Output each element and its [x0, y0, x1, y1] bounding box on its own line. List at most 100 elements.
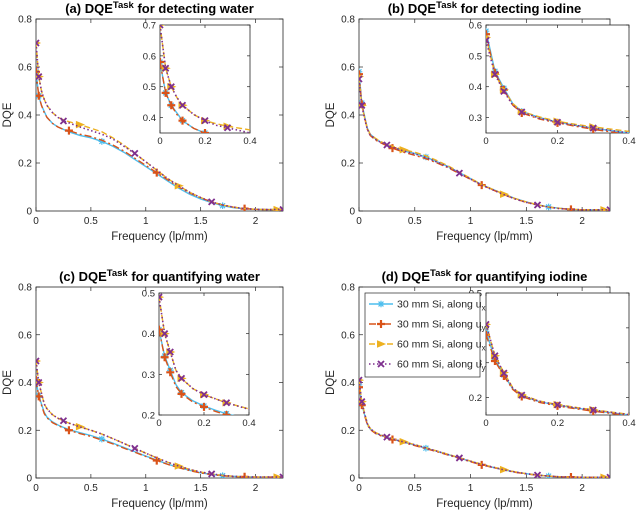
data-point [36, 378, 43, 387]
title-superscript: Task [436, 0, 458, 11]
data-point [59, 417, 68, 425]
x-tick-label: 0.2 [551, 418, 564, 429]
x-tick-label: 1 [143, 483, 149, 494]
y-tick-label: 0.8 [341, 15, 355, 26]
title-suffix: for detecting water [134, 1, 254, 16]
data-point [64, 126, 73, 135]
data-point [201, 129, 209, 133]
x-tick-label: 0.5 [408, 216, 422, 227]
legend-marker [377, 320, 385, 328]
title-superscript: Task [113, 0, 135, 11]
x-axis-label: Frequency (lp/mm) [111, 498, 208, 510]
x-tick-label: 0.4 [622, 136, 635, 147]
inset-plot: 0 0.2 0.4 0.3 0.4 0.5 0.6 [469, 21, 636, 148]
data-point [160, 330, 169, 338]
legend-marker [377, 360, 385, 368]
data-point [518, 391, 526, 399]
data-point [98, 138, 106, 145]
x-tick-label: 1 [468, 216, 474, 227]
y-tick-label: 0.4 [18, 378, 32, 389]
x-tick-label: 0 [157, 136, 162, 147]
data-point [36, 91, 43, 100]
chart-panel-b: 0 0.5 1 1.5 2 0 0.2 0.4 0.6 0.8 (b) DQETask for de… [325, 0, 636, 243]
y-tick-label: 0.2 [469, 393, 482, 404]
data-point [383, 433, 391, 441]
chart-panel-d: 0 0.5 1 1.5 2 0 0.2 0.4 0.6 0.8 (d) DQETask for qu… [325, 268, 636, 510]
series-s4 [36, 357, 283, 478]
x-tick-label: 0 [483, 418, 488, 429]
chart-panel-c: 0 0.5 1 1.5 200.20.40.60.8(c) DQETask for qu… [2, 268, 284, 510]
x-tick-label: 1 [468, 483, 474, 494]
title-superscript: Task [430, 268, 452, 279]
series-s2 [160, 58, 209, 133]
y-tick-label: 0.6 [341, 63, 355, 74]
data-point [75, 120, 86, 129]
data-point [455, 169, 464, 177]
data-point [486, 36, 490, 45]
x-tick-label: 0 [356, 216, 362, 227]
legend-entry: 60 mm Si, along ux [397, 339, 486, 353]
y-tick-label: 0.3 [142, 370, 155, 381]
legend-text: 30 mm Si, along u [397, 319, 482, 331]
y-tick-label: 0 [26, 207, 32, 218]
y-tick-label: 0.2 [341, 159, 355, 170]
x-tick-label: 0.2 [197, 418, 210, 429]
x-tick-label: 2 [253, 483, 259, 494]
series-line [160, 25, 250, 133]
legend-text: 60 mm Si, along u [397, 339, 482, 351]
data-point [166, 348, 174, 356]
data-point [178, 116, 187, 125]
data-point [486, 320, 490, 329]
data-point [518, 108, 526, 116]
data-point [422, 153, 430, 161]
title-suffix: for quantifying iodine [451, 269, 588, 284]
series-s4 [159, 293, 249, 411]
data-point [222, 399, 231, 407]
data-point [359, 397, 366, 406]
data-point [208, 198, 216, 206]
data-point [533, 201, 542, 209]
series-s2 [159, 325, 231, 415]
data-point [160, 58, 164, 67]
data-point [152, 456, 161, 465]
data-point [359, 70, 363, 79]
x-tick-label: 0.4 [622, 418, 635, 429]
data-point [36, 357, 40, 365]
y-axis-label: DQE [325, 102, 337, 127]
x-tick-label: 1.5 [194, 216, 208, 227]
y-tick-label: 0.6 [341, 330, 355, 341]
data-point [177, 374, 186, 383]
series-line [486, 40, 629, 133]
data-point [167, 101, 176, 110]
inset-plot: 00.20.40.20.30.40.5 [469, 289, 636, 430]
data-point [174, 462, 184, 470]
legend-text: 30 mm Si, along u [397, 299, 482, 311]
data-point [200, 402, 208, 411]
y-tick-label: 0 [349, 207, 355, 218]
data-point [606, 473, 610, 478]
series-s4 [160, 25, 250, 133]
x-tick-label: 2 [253, 216, 259, 227]
data-point [167, 83, 175, 91]
data-point [399, 146, 409, 154]
y-tick-label: 0.3 [469, 113, 482, 124]
series-line [160, 61, 208, 133]
data-point [533, 471, 542, 478]
data-point [388, 144, 397, 153]
data-point [359, 383, 363, 392]
legend-entry: 30 mm Si, along uy [397, 319, 486, 333]
series-line [159, 296, 249, 411]
y-tick-label: 0.2 [142, 411, 155, 422]
x-tick-label: 0.2 [551, 136, 564, 147]
y-tick-label: 0.6 [18, 63, 32, 74]
y-tick-label: 0.2 [18, 426, 32, 437]
legend-text: 60 mm Si, along u [397, 359, 482, 371]
legend-entry: 60 mm Si, along uy [397, 359, 486, 373]
data-point [589, 406, 597, 414]
legend-entry: 30 mm Si, along ux [397, 299, 486, 313]
x-axis-label: Frequency (lp/mm) [436, 498, 533, 510]
x-tick-label: 0.4 [243, 136, 256, 147]
data-point [161, 88, 170, 97]
